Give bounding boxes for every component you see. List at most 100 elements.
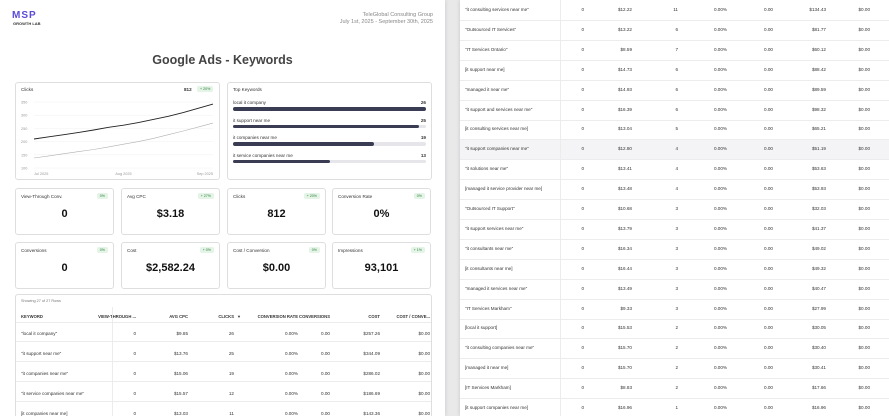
sep [460, 278, 889, 280]
table-cell: $16.44 [617, 265, 632, 271]
table-cell: $9.85 [176, 331, 189, 336]
table-cell: $15.06 [173, 371, 188, 376]
table-cell: $32.03 [811, 206, 826, 211]
table-cell: $8.83 [620, 385, 633, 391]
sep [460, 79, 889, 81]
bar-track [233, 107, 426, 111]
table-cell: 0 [581, 186, 584, 192]
keyword-cell: [it consultants near me] [465, 265, 513, 271]
table-cell: 1 [675, 405, 678, 410]
table-cell: 0.00 [321, 351, 330, 356]
table-cell: 0.00 [321, 331, 330, 336]
table-cell: $0.00 [858, 7, 871, 12]
sep [16, 381, 431, 382]
table-cell: 0.00% [713, 106, 727, 112]
table-cell: $0.00 [858, 265, 871, 271]
sort-icon: ▼ [237, 314, 241, 319]
column-header[interactable]: CONVERSION RATE [257, 314, 298, 319]
row-highlight [460, 140, 889, 160]
sep [460, 378, 889, 380]
sep [460, 219, 889, 220]
column-divider [560, 0, 561, 416]
table-cell: 0 [581, 285, 584, 291]
column-header[interactable]: CONVERSIONS [299, 314, 330, 319]
table-cell: $0.00 [858, 225, 871, 231]
table-cell: 0.00% [713, 7, 727, 12]
table-cell: 0 [581, 46, 584, 52]
table-cell: 0.00 [764, 385, 773, 391]
table-cell: $15.53 [617, 325, 632, 331]
table-cell: $0.00 [858, 186, 871, 192]
table-cell: 3 [675, 245, 678, 251]
metric-value: $0.00 [262, 262, 291, 274]
table-cell: $15.70 [617, 365, 632, 371]
line-chart: 100 150 200 250 300 350 Jul 2025 Aug 2025 Sep 20… [21, 101, 214, 176]
table-cell: $0.00 [858, 245, 871, 251]
table-cell: $30.05 [811, 325, 826, 331]
table-cell: 3 [675, 206, 678, 211]
bar-track [233, 159, 426, 163]
table-cell: 0.00% [713, 285, 727, 291]
table-cell: $41.37 [811, 225, 826, 231]
bar [233, 159, 330, 163]
column-header[interactable]: KEYWORD [21, 314, 43, 319]
table-cell: $286.02 [363, 371, 380, 376]
y-tick-label: 300 [21, 114, 27, 118]
table-cell: $13.49 [617, 285, 632, 291]
metric-card: Conversion Rate 0% 0% [332, 188, 431, 235]
table-cell: 11 [673, 7, 678, 12]
badge: 0% [96, 247, 108, 253]
table-cell: $30.41 [811, 365, 826, 371]
table-cell: $0.00 [858, 305, 871, 311]
table-cell: $0.00 [418, 391, 431, 396]
table-cell: 0 [133, 391, 136, 396]
sep [460, 298, 889, 300]
y-tick-label: 100 [21, 167, 27, 171]
table-cell: $16.96 [617, 405, 632, 410]
column-header[interactable]: VIEW-THROUGH ... [98, 314, 136, 319]
metric-label: Cost [127, 248, 137, 253]
table-cell: 0.00 [764, 106, 773, 112]
table-cell: 0.00% [284, 391, 298, 396]
table-cell: 0 [581, 106, 584, 112]
table-cell: 2 [675, 385, 678, 391]
table-cell: 0.00% [713, 126, 727, 132]
top-keywords-card: Top Keywords local it company 26 it support… [227, 82, 432, 180]
table-cell: $88.42 [811, 66, 826, 72]
column-header[interactable]: COST / CONVE... [396, 314, 430, 319]
table-cell: 0.00% [713, 405, 727, 410]
table-cell: $9.33 [620, 305, 633, 311]
table-cell: 0.00% [284, 331, 298, 336]
table-cell: $51.19 [811, 146, 826, 152]
badge: 0% [308, 247, 320, 253]
table-cell: $0.00 [858, 166, 871, 172]
metric-label: Conversion Rate [338, 194, 373, 199]
table-cell: 0.00 [764, 126, 773, 132]
table-cell: $13.41 [617, 166, 632, 172]
keyword-label: it companies near me [233, 135, 277, 140]
table-cell: $15.70 [617, 345, 632, 351]
metric-card: Cost + 0% $2,582.24 [121, 242, 220, 289]
metric-card: Conversions 0% 0 [15, 242, 114, 289]
table-cell: $0.00 [858, 405, 871, 410]
keyword-cell: [managed it service provider near me] [465, 186, 543, 192]
badge: 0% [96, 193, 108, 199]
keyword-label: local it company [233, 100, 266, 105]
keyword-count: 26 [420, 100, 426, 105]
line-series [33, 103, 214, 140]
table-cell: $0.00 [858, 285, 871, 291]
metric-value: 93,101 [364, 262, 399, 274]
keyword-count: 19 [420, 135, 426, 140]
table-cell: 0.00 [764, 265, 773, 271]
chart-title: Clicks [21, 87, 34, 92]
table-cell: 0 [581, 245, 584, 251]
table-cell: $12.80 [617, 146, 632, 152]
bar-track [233, 142, 426, 146]
table-cell: 19 [228, 371, 234, 376]
column-header[interactable]: AVG CPC [169, 314, 188, 319]
table-cell: $0.00 [858, 46, 871, 52]
logo-text: GROWTH LAB [13, 21, 41, 26]
column-header[interactable]: CLICKS [218, 314, 234, 319]
column-header[interactable]: COST [368, 314, 380, 319]
